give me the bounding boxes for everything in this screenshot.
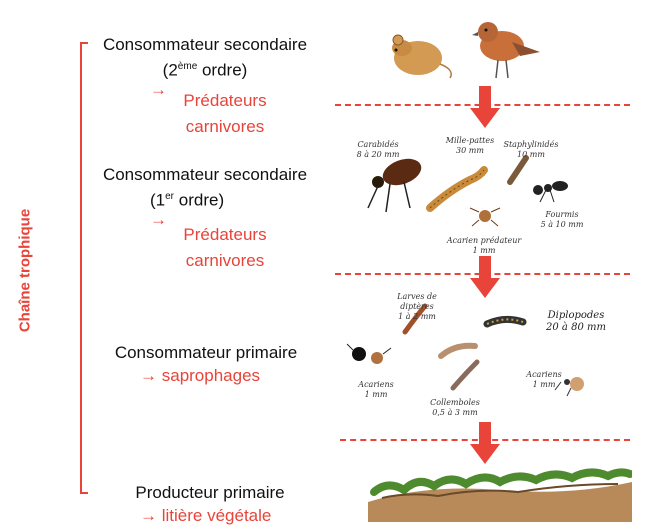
leaf-litter-illustration bbox=[368, 468, 632, 522]
down-arrow-icon bbox=[470, 86, 500, 128]
level-primary-role: → saprophages bbox=[140, 366, 261, 385]
label-acariens-right: Acariens 1 mm bbox=[526, 370, 562, 389]
centipede-icon bbox=[426, 166, 488, 212]
millipede-icon bbox=[483, 315, 527, 328]
level-secondary-1-order: (1er ordre) bbox=[150, 190, 225, 210]
staphylinid-icon bbox=[507, 155, 529, 185]
label-carabides: Carabidés 8 à 20 mm bbox=[356, 140, 400, 159]
level-secondary-2-title: Consommateur secondaire bbox=[102, 35, 308, 54]
level-secondary-2-role-2: carnivores bbox=[185, 117, 265, 136]
springtail-icon bbox=[438, 342, 480, 391]
down-arrow-icon bbox=[470, 256, 500, 298]
mouse-icon bbox=[392, 34, 452, 79]
level-primary-title: Consommateur primaire bbox=[114, 343, 298, 362]
level-producer-title: Producteur primaire bbox=[135, 483, 285, 502]
down-arrow-icon bbox=[470, 422, 500, 464]
label-acariens-left: Acariens 1 mm bbox=[358, 380, 394, 399]
bird-icon bbox=[472, 22, 540, 79]
ant-icon bbox=[533, 181, 568, 203]
mite-icon-left bbox=[346, 343, 392, 364]
chain-bracket-top bbox=[80, 42, 88, 44]
level-secondary-1-role-2: carnivores bbox=[185, 251, 265, 270]
level-secondary-1-role-1: Prédateurs bbox=[183, 225, 267, 244]
chain-bracket-bottom bbox=[80, 492, 88, 494]
level-secondary-2-arrow: → bbox=[150, 80, 167, 99]
label-diplopodes: Diplopodes 20 à 80 mm bbox=[546, 310, 606, 333]
mite-icon-right bbox=[554, 377, 584, 397]
level-secondary-2-role-1: Prédateurs bbox=[183, 91, 267, 110]
predator-mite-icon bbox=[469, 207, 501, 227]
level-producer-role: → litière végétale bbox=[140, 506, 272, 525]
beetle-icon bbox=[367, 158, 422, 213]
mouse-and-bird-illustration bbox=[392, 22, 540, 79]
level-secondary-2-order: (2ème ordre) bbox=[162, 60, 248, 80]
label-acarien-predateur: Acarien prédateur 1 mm bbox=[446, 236, 522, 255]
level-secondary-1-arrow: → bbox=[150, 210, 167, 229]
label-millepattes: Mille-pattes 30 mm bbox=[445, 136, 495, 155]
chain-bracket-line bbox=[80, 42, 82, 494]
saprophage-illustration bbox=[346, 303, 584, 397]
diptera-larva-icon bbox=[402, 303, 428, 335]
label-fourmis: Fourmis 5 à 10 mm bbox=[540, 210, 584, 229]
predator-insects-illustration bbox=[367, 155, 568, 227]
label-staphylinides: Staphylinidés 10 mm bbox=[503, 140, 559, 159]
side-label: Chaîne trophique bbox=[16, 208, 34, 333]
label-collemboles: Collemboles 0,5 à 3 mm bbox=[430, 398, 480, 417]
label-larves: Larves de diptères 1 à 2 mm bbox=[397, 292, 437, 321]
level-secondary-1-title: Consommateur secondaire bbox=[102, 165, 308, 184]
